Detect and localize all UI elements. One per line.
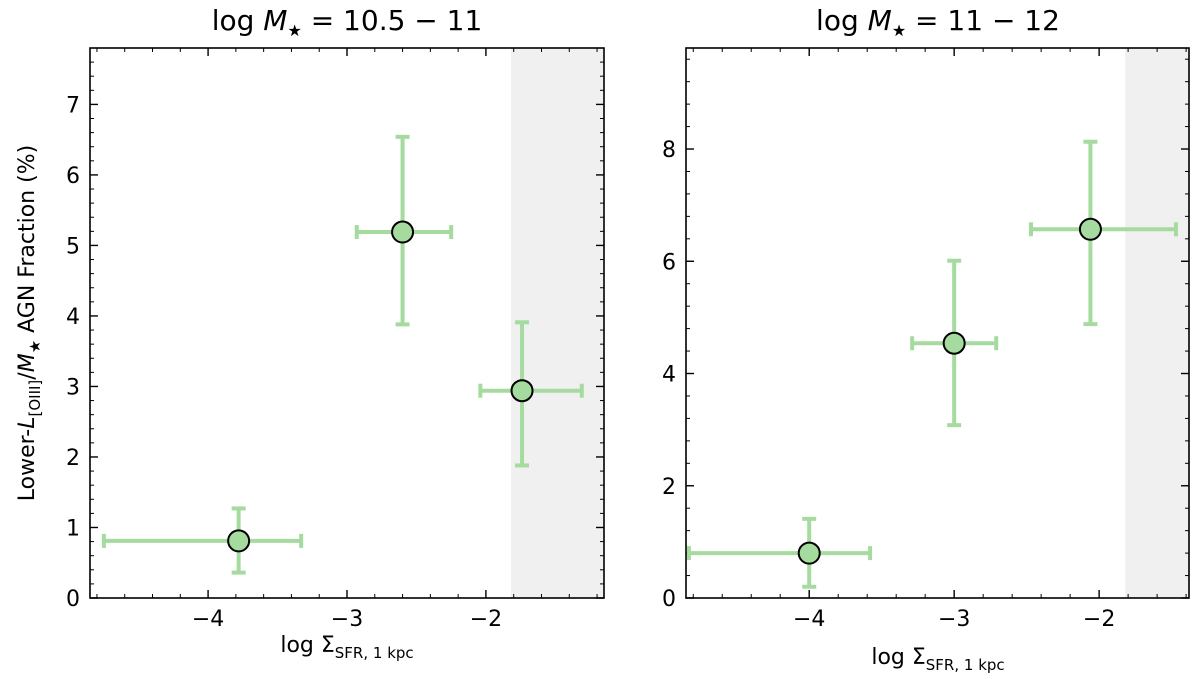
plot-frame [89,47,605,599]
data-points [101,134,584,575]
data-point [227,529,251,553]
data-point-group [910,258,999,428]
data-point-group [1028,139,1178,327]
y-tick-label: 5 [66,234,80,259]
y-tick-label: 6 [66,164,80,189]
panel-title: log M★ = 10.5 − 11 [212,4,483,40]
y-tick-label: 4 [662,363,676,388]
data-point-group [478,320,584,468]
data-point [1078,217,1102,241]
y-tick-label: 3 [66,375,80,400]
plot-frame [685,47,1190,599]
y-tick-label: 8 [662,138,676,163]
data-point-group [101,506,304,575]
data-point-group [686,516,873,589]
y-tick-label: 0 [662,587,676,612]
data-point [797,541,821,565]
ticks: −4 −3 −2 0 1 2 3 4 5 6 7 [66,47,604,632]
data-point [510,379,534,403]
y-tick-label: 0 [66,587,80,612]
data-point [391,220,415,244]
panel-left: −4 −3 −2 0 1 2 3 4 5 6 7 log M★ = 10.5 − 11 log ΣS… [15,4,605,662]
x-tick-label: −2 [470,607,502,632]
x-tick-label: −3 [331,607,363,632]
shaded-region [1125,48,1189,598]
y-tick-label: 4 [66,305,80,330]
x-axis-label: log ΣSFR, 1 kpc [871,645,1004,674]
data-points [686,139,1178,589]
panel-right: −4 −3 −2 0 2 4 6 8 log M★ = 11 − 12 log ΣSFR, 1… [662,4,1190,674]
x-axis-label: log ΣSFR, 1 kpc [280,633,413,662]
y-tick-label: 2 [66,446,80,471]
y-tick-label: 6 [662,250,676,275]
y-tick-label: 2 [662,475,676,500]
y-axis-label: Lower-L[OIII]/M★ AGN Fraction (%) [15,145,44,501]
data-point [942,331,966,355]
x-tick-label: −2 [1083,607,1115,632]
data-point-group [354,134,454,327]
x-tick-label: −3 [938,607,970,632]
panel-title: log M★ = 11 − 12 [816,4,1060,40]
x-tick-label: −4 [192,607,224,632]
x-tick-label: −4 [793,607,825,632]
y-tick-label: 7 [66,93,80,118]
y-tick-label: 1 [66,516,80,541]
ticks: −4 −3 −2 0 2 4 6 8 [662,48,1189,632]
